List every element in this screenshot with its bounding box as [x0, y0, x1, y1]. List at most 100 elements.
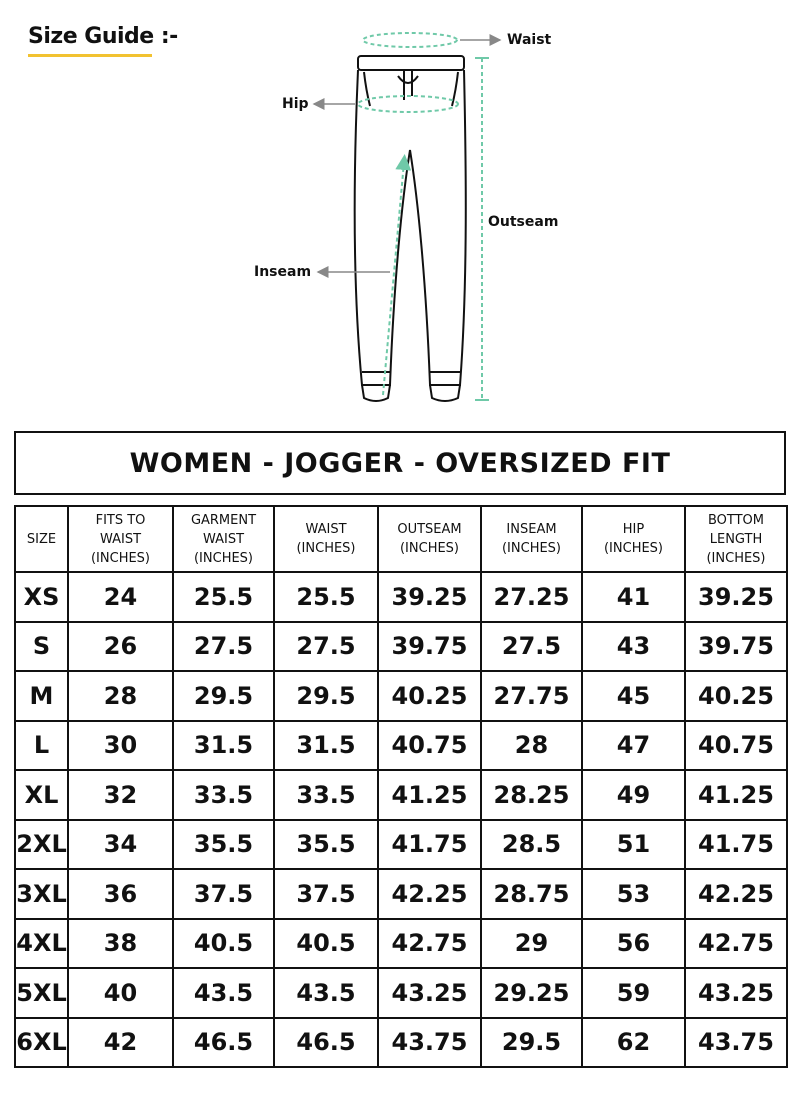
measure-cell: 25.5 — [273, 571, 379, 623]
column-header: HIP (INCHES) — [581, 505, 686, 573]
table-row: M 28 29.5 29.5 40.25 27.75 45 40.25 — [14, 670, 788, 722]
table-row: XL 32 33.5 33.5 41.25 28.25 49 41.25 — [14, 769, 788, 821]
table-row: 4XL 38 40.5 40.5 42.75 29 56 42.75 — [14, 917, 788, 969]
measure-cell: 35.5 — [172, 818, 275, 870]
measure-cell: 45 — [581, 670, 686, 722]
header-line: (INCHES) — [193, 550, 254, 566]
measure-cell: 46.5 — [172, 1016, 275, 1068]
header-line: (INCHES) — [90, 550, 151, 566]
measure-cell: 43 — [581, 620, 686, 672]
measure-cell: 42.75 — [684, 917, 788, 969]
outseam-label: Outseam — [488, 214, 558, 230]
hip-label: Hip — [282, 96, 309, 112]
measure-cell: 39.75 — [377, 620, 482, 672]
measure-cell: 40.75 — [377, 719, 482, 771]
measure-cell: 25.5 — [172, 571, 275, 623]
measure-cell: 43.5 — [172, 967, 275, 1019]
size-cell: S — [14, 620, 69, 672]
measure-cell: 43.25 — [377, 967, 482, 1019]
header-line: (INCHES) — [296, 541, 356, 556]
inseam-line — [382, 154, 412, 396]
table-title: WOMEN - JOGGER - OVERSIZED FIT — [14, 431, 786, 495]
measure-cell: 39.25 — [377, 571, 482, 623]
measure-cell: 32 — [67, 769, 174, 821]
header-line: (INCHES) — [501, 541, 562, 556]
header-line: WAIST — [99, 531, 142, 547]
measure-cell: 53 — [581, 868, 686, 920]
header-line: OUTSEAM — [397, 522, 462, 537]
measure-cell: 41.25 — [377, 769, 482, 821]
table-row: 5XL 40 43.5 43.5 43.25 29.25 59 43.25 — [14, 967, 788, 1019]
measure-cell: 38 — [67, 917, 174, 969]
measure-cell: 41.75 — [377, 818, 482, 870]
column-header: GARMENT WAIST (INCHES) — [172, 505, 275, 573]
measure-cell: 59 — [581, 967, 686, 1019]
table-row: 2XL 34 35.5 35.5 41.75 28.5 51 41.75 — [14, 818, 788, 870]
pants-outline — [353, 55, 467, 402]
measure-cell: 33.5 — [273, 769, 379, 821]
measure-cell: 41.25 — [684, 769, 788, 821]
measure-cell: 39.25 — [684, 571, 788, 623]
header-line: WAIST — [305, 522, 347, 537]
measure-cell: 56 — [581, 917, 686, 969]
size-cell: 6XL — [14, 1016, 69, 1068]
size-table: SIZE FITS TO WAIST (INCHES) GARMENT WAIST (INC… — [14, 505, 788, 1068]
measure-cell: 36 — [67, 868, 174, 920]
size-cell: 3XL — [14, 868, 69, 920]
size-cell: XS — [14, 571, 69, 623]
page-title: Size Guide :- — [28, 24, 178, 49]
table-row: L 30 31.5 31.5 40.75 28 47 40.75 — [14, 719, 788, 771]
measure-cell: 43.5 — [273, 967, 379, 1019]
measure-cell: 62 — [581, 1016, 686, 1068]
table-row: 3XL 36 37.5 37.5 42.25 28.75 53 42.25 — [14, 868, 788, 920]
column-header: FITS TO WAIST (INCHES) — [67, 505, 174, 573]
column-header: WAIST (INCHES) — [273, 505, 379, 573]
measure-cell: 29.5 — [172, 670, 275, 722]
measure-cell: 37.5 — [273, 868, 379, 920]
measure-cell: 47 — [581, 719, 686, 771]
measure-cell: 43.25 — [684, 967, 788, 1019]
measure-cell: 42.75 — [377, 917, 482, 969]
measure-cell: 41 — [581, 571, 686, 623]
size-cell: 4XL — [14, 917, 69, 969]
column-header: OUTSEAM (INCHES) — [377, 505, 482, 573]
column-header: INSEAM (INCHES) — [480, 505, 583, 573]
measure-cell: 43.75 — [377, 1016, 482, 1068]
header-line: GARMENT — [190, 512, 257, 528]
header-line: (INCHES) — [706, 550, 766, 566]
measure-cell: 28.25 — [480, 769, 583, 821]
size-cell: M — [14, 670, 69, 722]
measure-cell: 27.75 — [480, 670, 583, 722]
header-line: INSEAM — [506, 522, 557, 537]
table-row: 6XL 42 46.5 46.5 43.75 29.5 62 43.75 — [14, 1016, 788, 1068]
measure-cell: 28 — [480, 719, 583, 771]
measure-cell: 39.75 — [684, 620, 788, 672]
measure-cell: 51 — [581, 818, 686, 870]
size-cell: 5XL — [14, 967, 69, 1019]
measure-cell: 40.75 — [684, 719, 788, 771]
measure-cell: 49 — [581, 769, 686, 821]
measure-cell: 31.5 — [172, 719, 275, 771]
pants-diagram: Waist Hip Outseam Inseam — [254, 32, 558, 402]
header-line: HIP — [622, 522, 645, 537]
measure-cell: 34 — [67, 818, 174, 870]
table-row: XS 24 25.5 25.5 39.25 27.25 41 39.25 — [14, 571, 788, 623]
measure-cell: 41.75 — [684, 818, 788, 870]
inseam-label: Inseam — [254, 264, 311, 280]
measure-cell: 31.5 — [273, 719, 379, 771]
size-cell: 2XL — [14, 818, 69, 870]
measure-cell: 28.5 — [480, 818, 583, 870]
measure-cell: 35.5 — [273, 818, 379, 870]
measure-cell: 29.5 — [480, 1016, 583, 1068]
measure-cell: 29 — [480, 917, 583, 969]
header-line: (INCHES) — [603, 541, 664, 556]
measure-cell: 40 — [67, 967, 174, 1019]
measure-cell: 27.5 — [273, 620, 379, 672]
header-line: WAIST — [202, 531, 245, 547]
measure-cell: 28.75 — [480, 868, 583, 920]
table-row: S 26 27.5 27.5 39.75 27.5 43 39.75 — [14, 620, 788, 672]
measure-cell: 27.25 — [480, 571, 583, 623]
measure-cell: 40.5 — [172, 917, 275, 969]
measure-cell: 40.25 — [684, 670, 788, 722]
